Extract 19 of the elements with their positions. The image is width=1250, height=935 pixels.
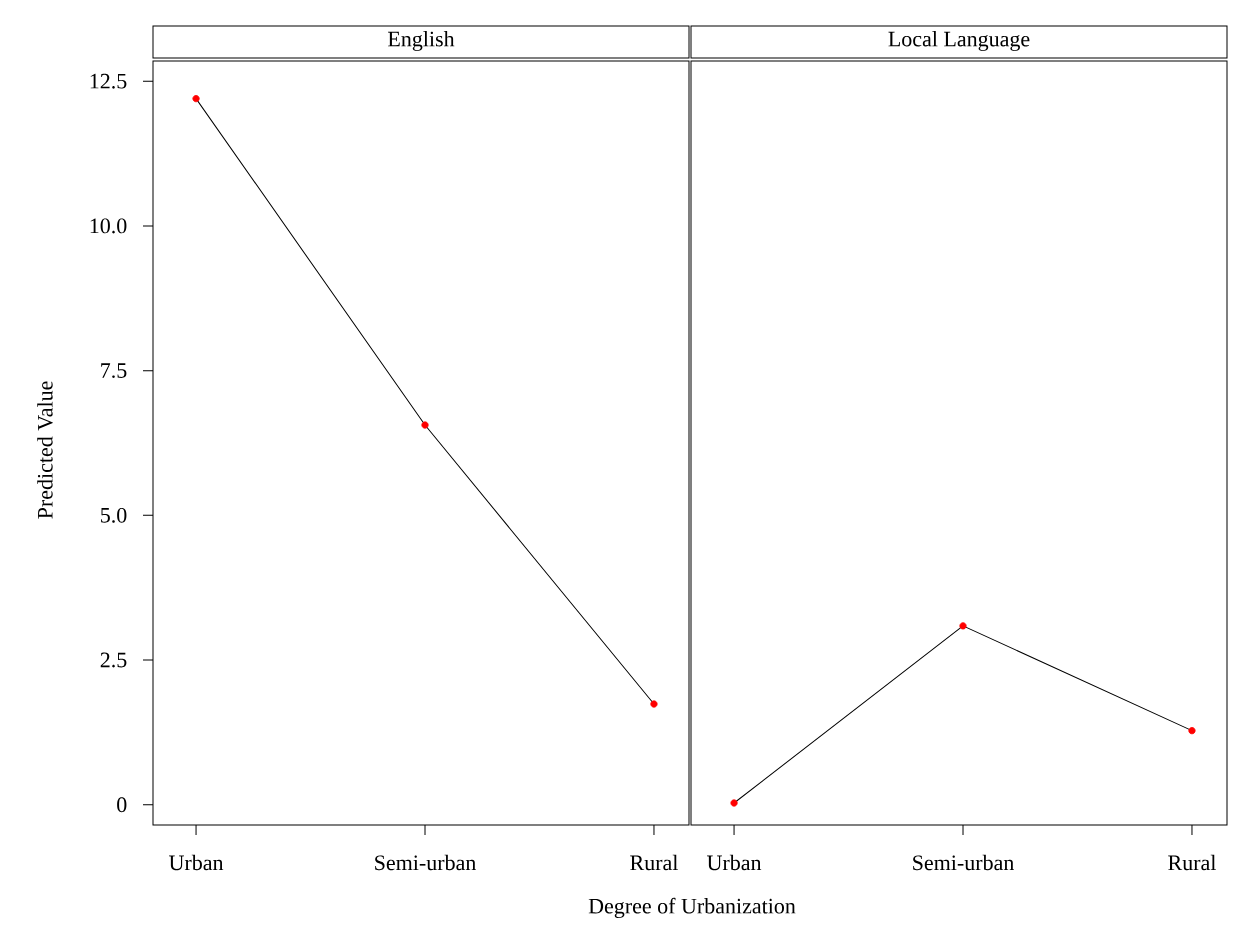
point (192, 95, 200, 103)
x-tick-label: Rural (630, 854, 678, 871)
y-axis-title: Predicted Value (37, 381, 53, 519)
y-tick-label: 2.5 (100, 652, 127, 668)
y-tick-label: 10.0 (90, 218, 127, 234)
x-axis-title: Degree of Urbanization (588, 897, 796, 919)
point (421, 421, 429, 429)
y-tick-label: 5.0 (101, 507, 127, 523)
chart-title: English (388, 31, 455, 51)
y-tick-label: 0 (117, 797, 127, 813)
y-tick-label: 12.5 (90, 73, 127, 89)
x-tick-label: Semi-urban (913, 854, 1015, 871)
y-tick-label: 7.5 (101, 363, 127, 378)
x-tick-label: Urban (707, 854, 762, 871)
x-tick-label: Semi-urban (375, 854, 476, 871)
chart-title: Local Language (888, 31, 1030, 51)
point (650, 700, 658, 708)
x-tick-label: Rural (1168, 854, 1216, 871)
x-tick-label: Urban (169, 854, 224, 871)
